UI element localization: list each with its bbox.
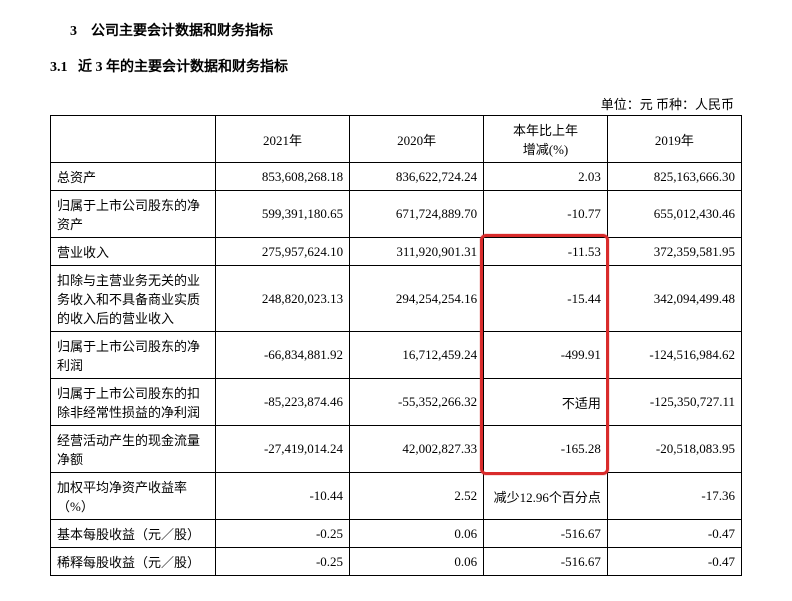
- cell-2020: 0.06: [350, 548, 484, 576]
- subsection-number: 3.1: [50, 60, 68, 75]
- cell-2021: -27,419,014.24: [216, 426, 350, 473]
- row-label: 扣除与主营业务无关的业务收入和不具备商业实质的收入后的营业收入: [51, 266, 216, 332]
- cell-2019: -17.36: [607, 473, 741, 520]
- cell-change: -516.67: [484, 520, 608, 548]
- table-row: 基本每股收益（元／股）-0.250.06-516.67-0.47: [51, 520, 742, 548]
- cell-2020: 42,002,827.33: [350, 426, 484, 473]
- table-row: 营业收入275,957,624.10311,920,901.31-11.5337…: [51, 238, 742, 266]
- cell-change: 减少12.96个百分点: [484, 473, 608, 520]
- cell-2021: -0.25: [216, 520, 350, 548]
- cell-change: -10.77: [484, 191, 608, 238]
- section-title-text: 公司主要会计数据和财务指标: [91, 24, 273, 39]
- cell-2019: 825,163,666.30: [607, 163, 741, 191]
- unit-currency-line: 单位：元 币种：人民币: [50, 94, 742, 113]
- cell-2021: 275,957,624.10: [216, 238, 350, 266]
- cell-2019: 342,094,499.48: [607, 266, 741, 332]
- row-label: 营业收入: [51, 238, 216, 266]
- row-label: 归属于上市公司股东的净利润: [51, 332, 216, 379]
- cell-2021: -0.25: [216, 548, 350, 576]
- cell-2019: -125,350,727.11: [607, 379, 741, 426]
- col-header-2020: 2020年: [350, 116, 484, 163]
- col-header-2019: 2019年: [607, 116, 741, 163]
- cell-change: -15.44: [484, 266, 608, 332]
- cell-change: -165.28: [484, 426, 608, 473]
- col-header-change: 本年比上年增减(%): [484, 116, 608, 163]
- cell-change: -499.91: [484, 332, 608, 379]
- cell-2020: 0.06: [350, 520, 484, 548]
- table-row: 经营活动产生的现金流量净额-27,419,014.2442,002,827.33…: [51, 426, 742, 473]
- cell-2021: 599,391,180.65: [216, 191, 350, 238]
- cell-change: 不适用: [484, 379, 608, 426]
- table-header-row: 2021年 2020年 本年比上年增减(%) 2019年: [51, 116, 742, 163]
- cell-2019: 372,359,581.95: [607, 238, 741, 266]
- section-heading: 3 公司主要会计数据和财务指标: [50, 20, 742, 40]
- section-number: 3: [70, 24, 77, 39]
- cell-2020: 16,712,459.24: [350, 332, 484, 379]
- cell-2021: -85,223,874.46: [216, 379, 350, 426]
- subsection-heading: 3.1 近 3 年的主要会计数据和财务指标: [50, 56, 742, 76]
- cell-2021: 853,608,268.18: [216, 163, 350, 191]
- cell-change: -11.53: [484, 238, 608, 266]
- cell-2019: -20,518,083.95: [607, 426, 741, 473]
- cell-change: 2.03: [484, 163, 608, 191]
- table-row: 归属于上市公司股东的扣除非经常性损益的净利润-85,223,874.46-55,…: [51, 379, 742, 426]
- col-header-label: [51, 116, 216, 163]
- table-row: 扣除与主营业务无关的业务收入和不具备商业实质的收入后的营业收入248,820,0…: [51, 266, 742, 332]
- table-row: 归属于上市公司股东的净利润-66,834,881.9216,712,459.24…: [51, 332, 742, 379]
- cell-2020: 2.52: [350, 473, 484, 520]
- row-label: 总资产: [51, 163, 216, 191]
- financial-table-wrap: 2021年 2020年 本年比上年增减(%) 2019年 总资产853,608,…: [50, 115, 742, 576]
- table-row: 总资产853,608,268.18836,622,724.242.03825,1…: [51, 163, 742, 191]
- cell-2020: 836,622,724.24: [350, 163, 484, 191]
- row-label: 加权平均净资产收益率（%）: [51, 473, 216, 520]
- cell-2021: -66,834,881.92: [216, 332, 350, 379]
- cell-2020: 671,724,889.70: [350, 191, 484, 238]
- table-row: 加权平均净资产收益率（%）-10.442.52减少12.96个百分点-17.36: [51, 473, 742, 520]
- table-row: 稀释每股收益（元／股）-0.250.06-516.67-0.47: [51, 548, 742, 576]
- cell-2019: -0.47: [607, 520, 741, 548]
- cell-2020: 294,254,254.16: [350, 266, 484, 332]
- table-row: 归属于上市公司股东的净资产599,391,180.65671,724,889.7…: [51, 191, 742, 238]
- row-label: 稀释每股收益（元／股）: [51, 548, 216, 576]
- cell-2019: -0.47: [607, 548, 741, 576]
- col-header-2021: 2021年: [216, 116, 350, 163]
- row-label: 基本每股收益（元／股）: [51, 520, 216, 548]
- cell-2019: -124,516,984.62: [607, 332, 741, 379]
- cell-2020: 311,920,901.31: [350, 238, 484, 266]
- cell-change: -516.67: [484, 548, 608, 576]
- cell-2021: -10.44: [216, 473, 350, 520]
- row-label: 经营活动产生的现金流量净额: [51, 426, 216, 473]
- subsection-title-text: 近 3 年的主要会计数据和财务指标: [78, 60, 288, 75]
- cell-2019: 655,012,430.46: [607, 191, 741, 238]
- cell-2021: 248,820,023.13: [216, 266, 350, 332]
- financial-table: 2021年 2020年 本年比上年增减(%) 2019年 总资产853,608,…: [50, 115, 742, 576]
- cell-2020: -55,352,266.32: [350, 379, 484, 426]
- row-label: 归属于上市公司股东的净资产: [51, 191, 216, 238]
- row-label: 归属于上市公司股东的扣除非经常性损益的净利润: [51, 379, 216, 426]
